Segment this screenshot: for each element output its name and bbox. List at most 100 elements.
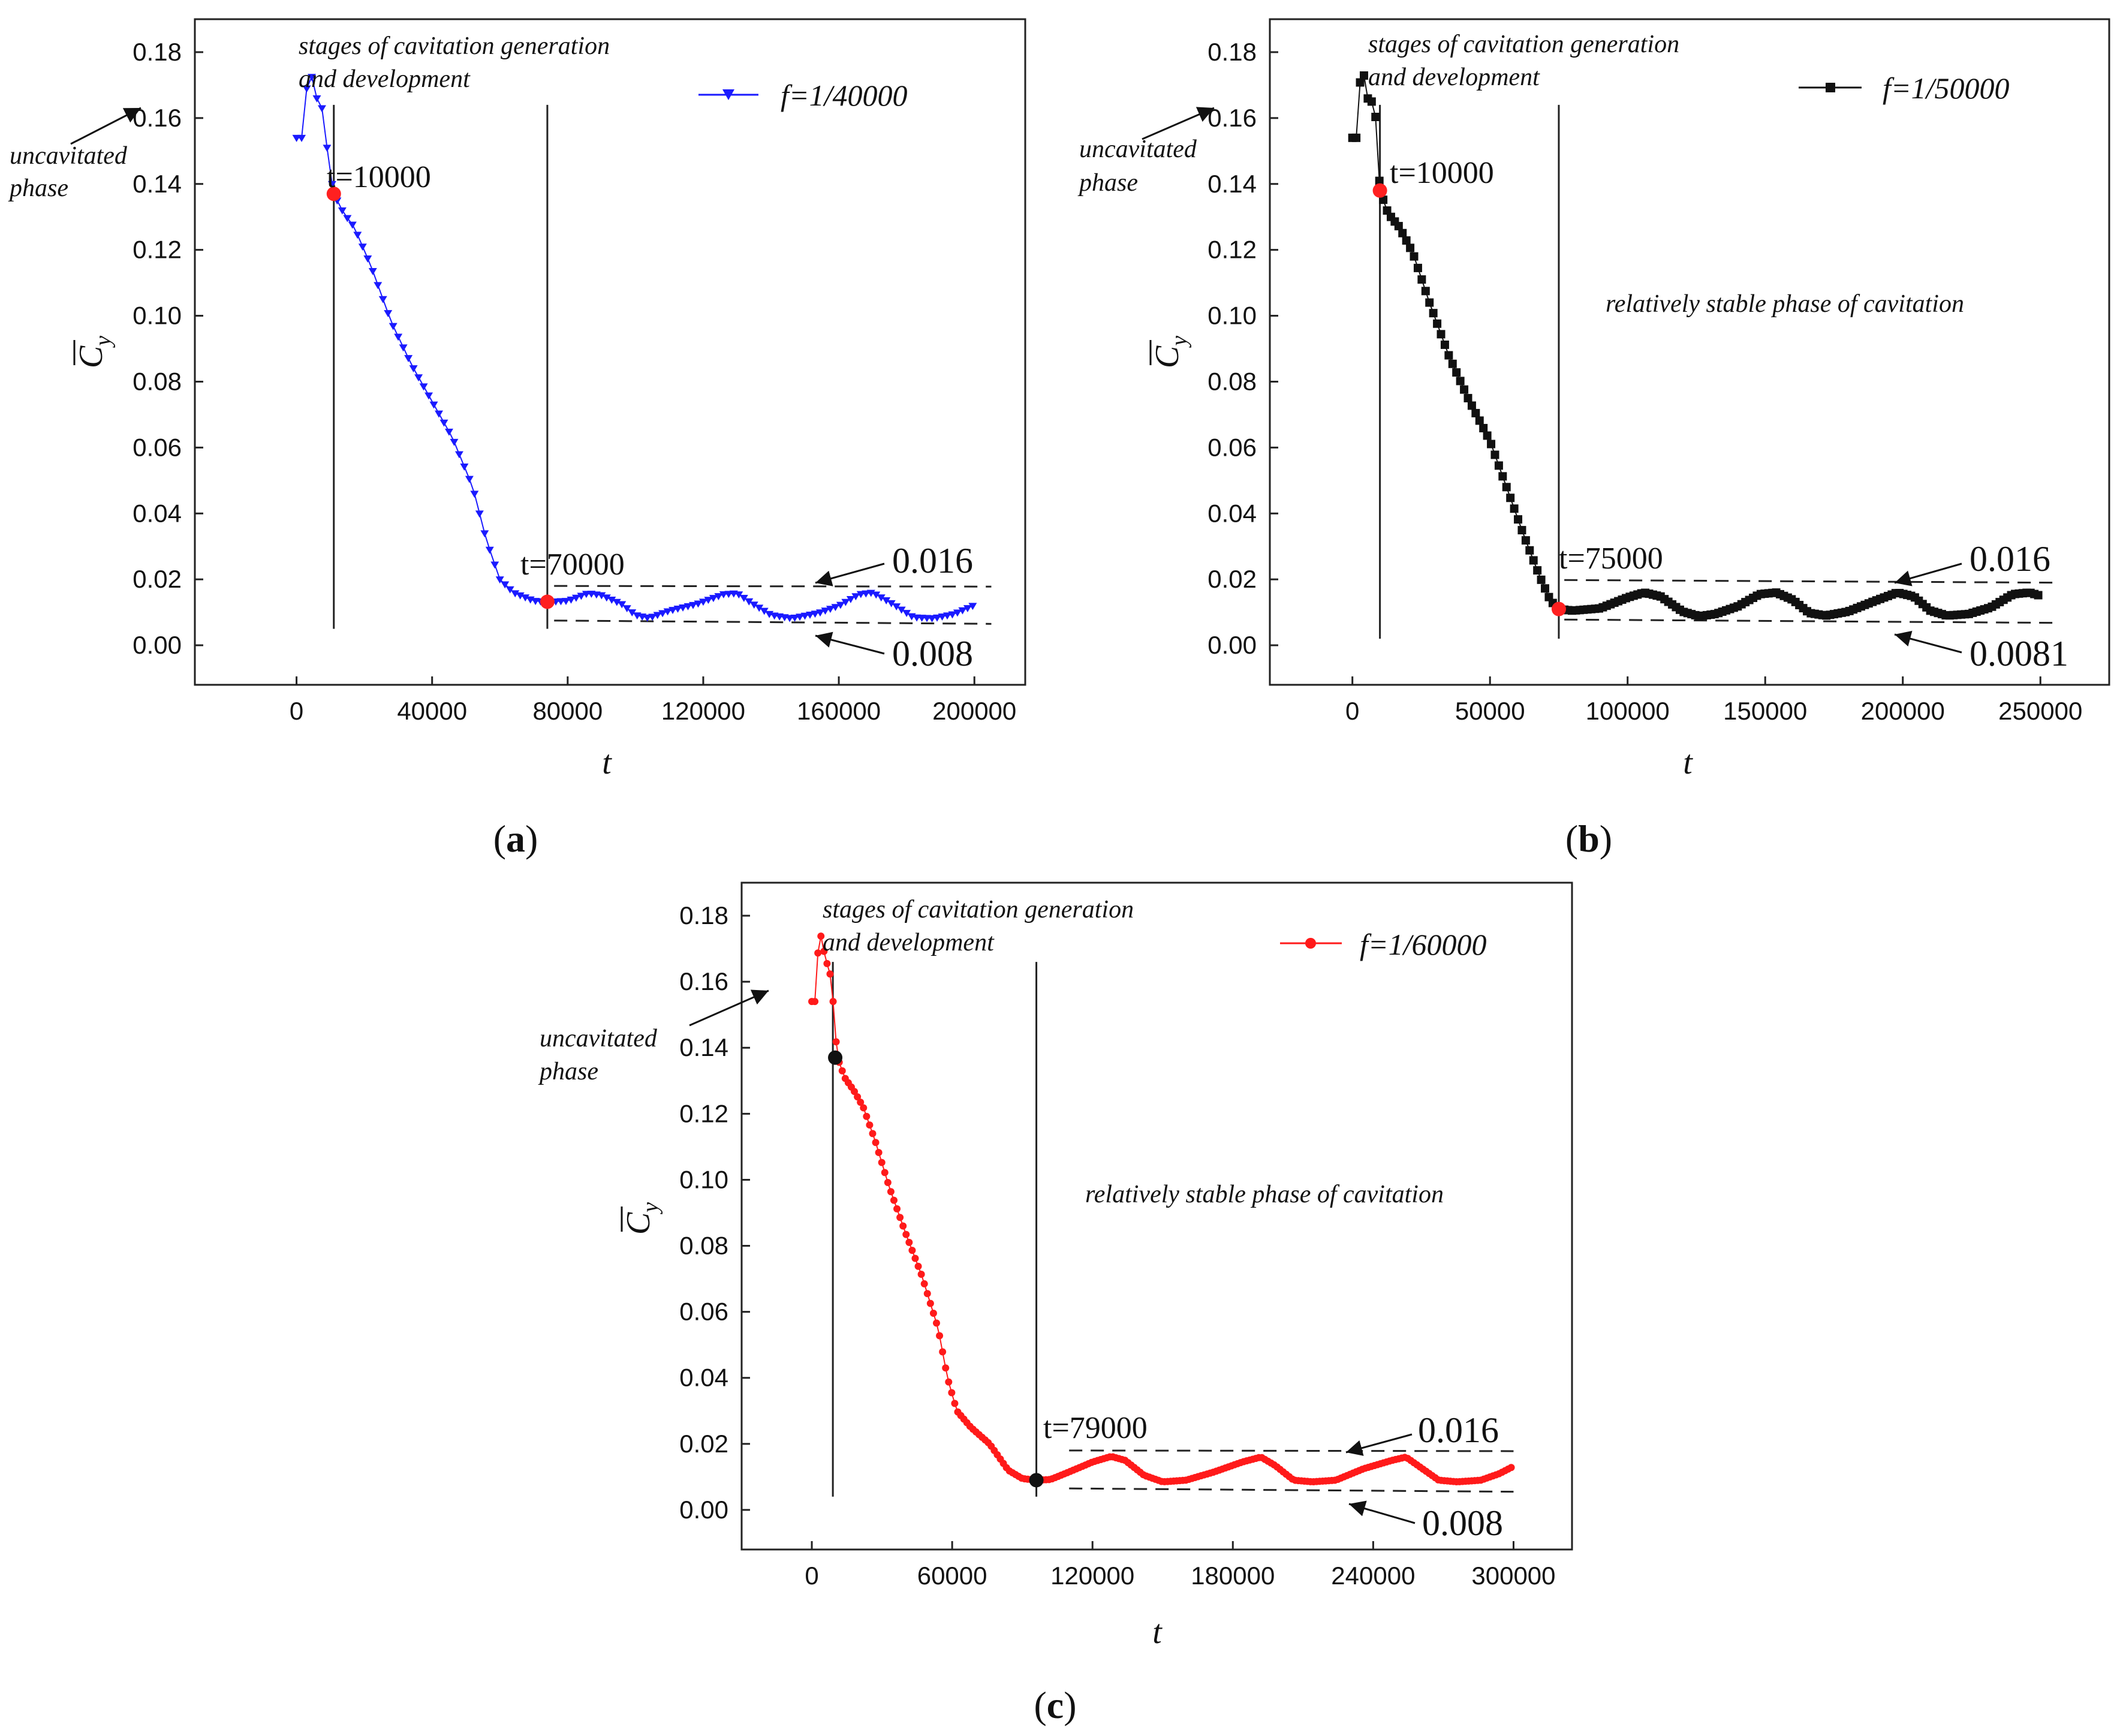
data-point [1510,504,1519,513]
y-tick-label: 0.08 [132,367,182,395]
data-point [521,594,530,602]
data-point [1467,401,1476,410]
data-point [1460,385,1469,394]
data-point [1521,536,1530,545]
dashed-bound-line [1564,618,2055,624]
data-point [450,438,459,446]
y-tick-label: 0.06 [1207,433,1257,461]
data-point [495,576,504,584]
data-point [470,491,479,498]
data-point [485,546,494,554]
data-point [1359,71,1368,80]
data-point [1487,440,1496,449]
y-tick-label: 0.06 [679,1298,728,1326]
y-tick-label: 0.14 [1207,170,1257,198]
data-series [292,74,977,622]
data-point [475,510,484,518]
y-tick-label: 0.12 [679,1099,728,1127]
x-tick-label: 180000 [1191,1562,1275,1590]
data-point [884,1179,892,1187]
data-point [908,1247,916,1254]
legend-marker-triangle-icon [722,89,734,100]
data-point [1371,113,1380,122]
svg-text:Cy: Cy [1149,336,1192,368]
data-point [465,476,474,483]
plot-frame [194,18,1026,686]
data-point [932,1319,940,1327]
y-tick-label: 0.16 [1207,104,1257,132]
data-point [902,610,911,618]
data-point [734,591,743,599]
x-tick-label: 120000 [1050,1562,1134,1590]
data-point [933,614,942,622]
data-point [811,610,820,618]
data-point [414,374,423,382]
data-point [914,1262,922,1270]
data-point [854,1093,862,1101]
data-point [739,595,748,602]
uncavitated-label-line1: uncavitated [10,142,128,170]
data-point [796,613,805,621]
data-point [863,1112,871,1120]
data-point [327,180,336,188]
data-point [1475,416,1484,425]
data-point [896,1214,904,1221]
data-point [679,604,688,612]
stage-label-line2: and development [299,65,471,93]
panel-label: (a) [493,817,538,860]
y-tick-label: 0.18 [679,901,728,929]
lower-bound-arrow [1894,630,1962,654]
stage-label-line1: stages of cavitation generation [1368,31,1679,58]
data-point [1533,566,1542,575]
y-axis-title: Cy [1149,336,1192,368]
data-point [419,383,428,391]
data-point [790,615,799,622]
data-point [899,1222,907,1230]
y-axis-symbol: C [620,1212,657,1235]
data-point [648,613,657,621]
y-tick-label: 0.10 [1207,302,1257,330]
data-point [1494,461,1503,470]
data-point [602,594,611,602]
data-point [905,1238,913,1246]
data-point [902,1230,910,1238]
x-tick-label: 300000 [1471,1562,1555,1590]
data-point [1383,206,1392,215]
data-point [829,998,837,1006]
data-point [663,608,672,616]
data-point [881,1169,889,1177]
y-tick-label: 0.04 [1207,499,1257,527]
y-tick-label: 0.08 [1207,367,1257,395]
data-point [882,597,891,604]
stage-label-line1: stages of cavitation generation [299,32,610,60]
data-point [892,603,901,611]
data-point [856,591,865,598]
x-axis-title: t [1152,1614,1163,1651]
x-tick-label: 0 [1345,697,1359,725]
data-point [836,601,845,609]
data-point [704,597,713,604]
data-point [1417,275,1426,284]
data-point [618,601,627,609]
dashed-bounds [1564,579,2055,624]
stage-label-line2: and development [823,929,995,956]
data-point [1413,263,1422,272]
y-tick-label: 0.02 [679,1430,728,1458]
x-tick-label: 100000 [1586,697,1670,725]
data-point [323,145,332,152]
data-point [1541,584,1550,593]
data-point [1483,431,1492,440]
data-point [394,333,403,341]
data-point [857,1099,865,1106]
data-point [577,592,586,600]
uncavitated-arrow [689,989,769,1027]
dashed-bounds [1069,1449,1514,1493]
legend-label: f=1/50000 [1883,71,2010,105]
data-point [607,597,616,604]
upper-bound-arrow [1345,1433,1413,1456]
data-point [1490,450,1499,459]
y-tick-label: 0.18 [1207,38,1257,66]
data-point [866,1121,874,1129]
data-point [1433,319,1442,328]
data-point [1402,236,1411,245]
